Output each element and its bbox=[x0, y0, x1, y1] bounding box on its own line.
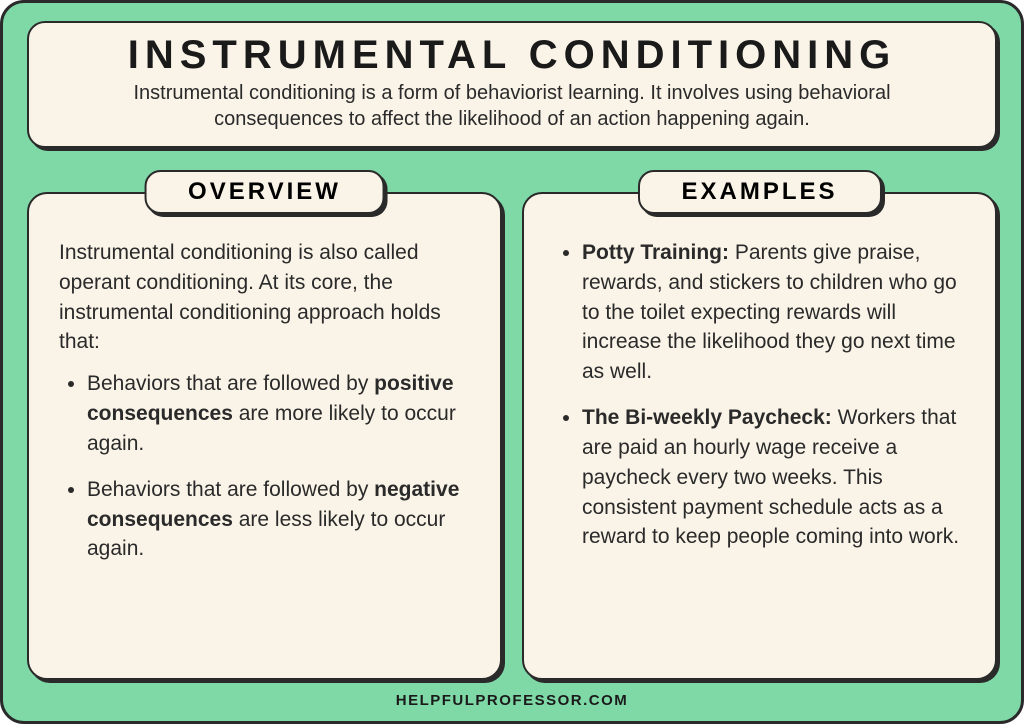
examples-list: Potty Training: Parents give praise, rew… bbox=[554, 238, 965, 552]
overview-panel-wrap: OVERVIEW Instrumental conditioning is al… bbox=[27, 166, 502, 680]
list-item: The Bi-weekly Paycheck: Workers that are… bbox=[582, 403, 965, 552]
bullet-pre: Behaviors that are followed by bbox=[87, 478, 374, 501]
overview-list: Behaviors that are followed by positive … bbox=[59, 369, 470, 564]
main-subtitle: Instrumental conditioning is a form of b… bbox=[72, 80, 952, 132]
main-title: INSTRUMENTAL CONDITIONING bbox=[57, 33, 967, 78]
overview-intro: Instrumental conditioning is also called… bbox=[59, 238, 470, 357]
infographic-container: INSTRUMENTAL CONDITIONING Instrumental c… bbox=[0, 0, 1024, 724]
examples-panel-wrap: EXAMPLES Potty Training: Parents give pr… bbox=[522, 166, 997, 680]
header-card: INSTRUMENTAL CONDITIONING Instrumental c… bbox=[27, 21, 997, 148]
list-item: Behaviors that are followed by negative … bbox=[87, 475, 470, 564]
columns-row: OVERVIEW Instrumental conditioning is al… bbox=[27, 166, 997, 680]
footer-attribution: HELPFULPROFESSOR.COM bbox=[27, 680, 997, 709]
example-title: The Bi-weekly Paycheck: bbox=[582, 406, 832, 429]
list-item: Behaviors that are followed by positive … bbox=[87, 369, 470, 458]
bullet-pre: Behaviors that are followed by bbox=[87, 372, 374, 395]
list-item: Potty Training: Parents give praise, rew… bbox=[582, 238, 965, 387]
examples-panel: Potty Training: Parents give praise, rew… bbox=[522, 192, 997, 680]
examples-panel-title: EXAMPLES bbox=[637, 170, 881, 214]
overview-panel: Instrumental conditioning is also called… bbox=[27, 192, 502, 680]
example-title: Potty Training: bbox=[582, 241, 729, 264]
overview-panel-title: OVERVIEW bbox=[144, 170, 385, 214]
